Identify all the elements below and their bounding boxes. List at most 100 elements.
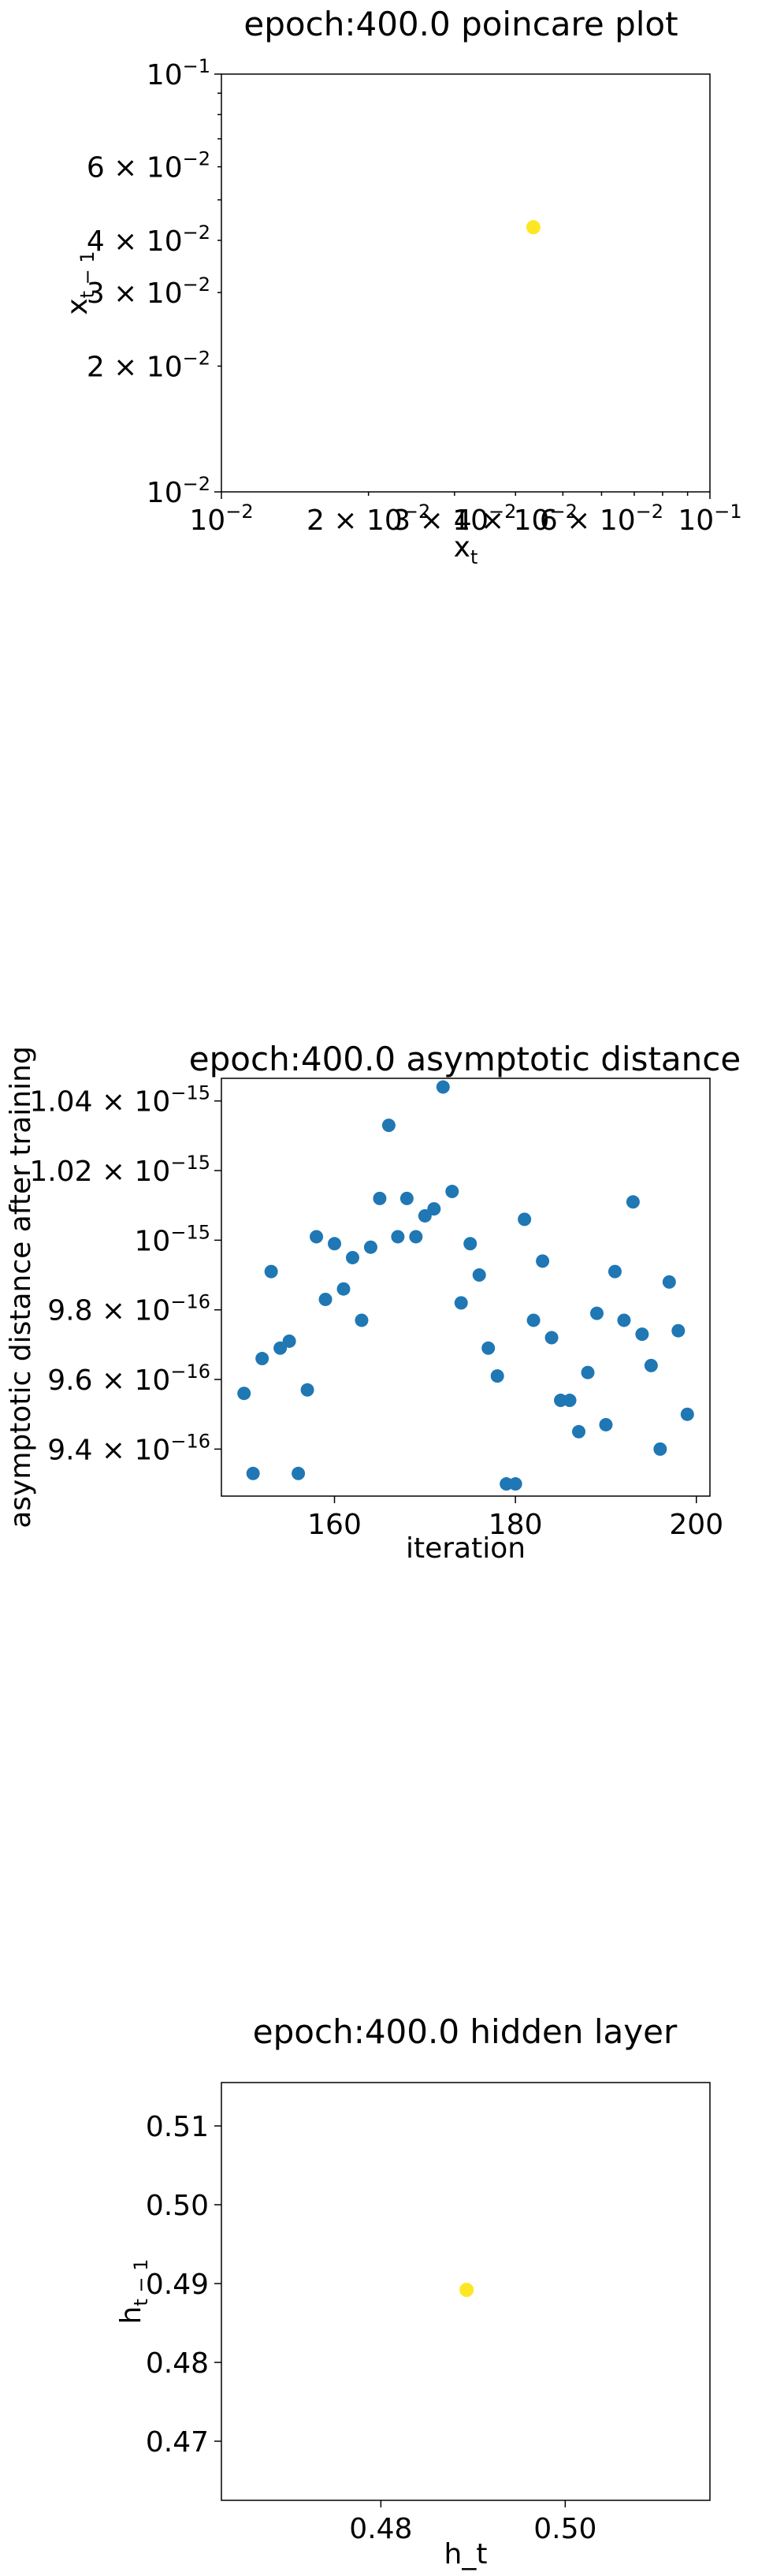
data-point [399, 1191, 414, 1205]
data-point [581, 1365, 595, 1379]
y-axis: 0.47 0.48 0.49 0.50 0.51 [146, 2111, 221, 2459]
plot-frame [221, 2082, 711, 2501]
data-point [626, 1195, 640, 1209]
data-point [391, 1230, 405, 1244]
x-tick-label: 180 [489, 1509, 543, 1541]
y-tick-label: 9.6 × 10−16 [47, 1361, 210, 1397]
data-point [671, 1323, 686, 1338]
data-point [490, 1369, 504, 1383]
x-tick-label: 4 × 10−2 [454, 501, 578, 537]
y-axis-label: asymptotic distance after training [5, 1046, 37, 1528]
data-points [237, 1080, 694, 1491]
data-point [454, 1296, 468, 1310]
data-point [445, 1185, 459, 1199]
data-point [427, 1202, 441, 1216]
data-point [680, 1407, 694, 1421]
data-point [318, 1292, 333, 1306]
chart-title: epoch:400.0 hidden layer [253, 2012, 678, 2051]
data-point [355, 1313, 369, 1327]
data-point [418, 1208, 432, 1223]
x-tick-label: 0.50 [533, 2513, 596, 2545]
y-tick-label: 10−15 [135, 1221, 210, 1257]
data-point [526, 1313, 541, 1327]
data-point [526, 220, 541, 235]
data-point [508, 1477, 522, 1491]
data-point [459, 2283, 474, 2297]
data-point [589, 1306, 604, 1320]
data-point [409, 1230, 423, 1244]
data-point [536, 1254, 550, 1268]
x-axis: 10−2 10−1 2 × 10−23 × 10−24 × 10−26 × 10−2 [189, 492, 742, 537]
plot-frame [221, 73, 711, 493]
y-axis: 10−2 2 × 10−2 3 × 10−2 4 × 10−2 6 × 10−2 10−1 [87, 55, 221, 509]
y-tick-label: 2 × 10−2 [87, 347, 210, 383]
y-tick-label: 0.49 [146, 2269, 209, 2301]
data-point [363, 1240, 377, 1254]
y-tick-label: 0.47 [146, 2426, 209, 2459]
y-axis-label: ht − 1 [115, 2259, 152, 2325]
x-tick-label: 2 × 10−2 [307, 501, 430, 537]
plot-frame [221, 1078, 711, 1497]
data-point [310, 1230, 324, 1244]
data-point [481, 1341, 496, 1355]
x-axis-label: h_t [444, 2538, 488, 2570]
x-tick-label: 0.48 [349, 2513, 412, 2545]
data-point [328, 1237, 342, 1251]
data-point [237, 1387, 251, 1401]
x-axis: 0.48 0.50 [349, 2500, 596, 2545]
data-point [635, 1327, 649, 1342]
data-point [345, 1250, 359, 1264]
data-point [544, 1331, 559, 1345]
y-axis-label: xt − 1 [61, 251, 98, 315]
data-points [459, 2283, 474, 2297]
data-point [572, 1424, 586, 1439]
x-tick-label: 3 × 10−2 [392, 501, 516, 537]
x-axis-label: iteration [406, 1532, 526, 1565]
x-tick-label: 10−2 [189, 501, 253, 537]
x-tick-label: 10−1 [678, 501, 741, 537]
data-point [282, 1334, 296, 1348]
y-axis: 9.4 × 10−16 9.6 × 10−16 9.8 × 10−16 10−15 1.… [29, 1082, 221, 1466]
data-point [653, 1442, 667, 1456]
x-axis-label: xt [454, 531, 478, 568]
data-point [644, 1358, 658, 1372]
data-point [518, 1212, 532, 1227]
data-point [300, 1383, 314, 1397]
data-point [255, 1352, 269, 1366]
poincare-plot-chart: epoch:400.0 poincare plot 10−22 × 10−23 … [61, 5, 742, 568]
data-point [373, 1191, 387, 1205]
x-tick-label: 200 [669, 1509, 723, 1541]
data-point [608, 1264, 622, 1279]
y-tick-label: 3 × 10−2 [87, 274, 210, 310]
data-point [436, 1080, 450, 1094]
data-point [273, 1341, 288, 1355]
x-tick-label: 160 [307, 1509, 362, 1541]
x-axis: 160 180 200 [307, 1496, 723, 1541]
data-point [381, 1119, 396, 1133]
y-tick-label: 1.02 × 10−15 [29, 1152, 210, 1188]
data-point [292, 1466, 306, 1480]
y-tick-label: 6 × 10−2 [87, 148, 210, 184]
y-tick-label: 10−1 [147, 55, 210, 91]
y-tick-label: 9.8 × 10−16 [47, 1291, 210, 1327]
y-tick-label: 0.51 [146, 2111, 209, 2143]
y-tick-label: 4 × 10−2 [87, 221, 210, 258]
data-point [599, 1417, 613, 1431]
x-tick-label: 6 × 10−2 [540, 501, 663, 537]
data-point [463, 1237, 477, 1251]
data-point [336, 1282, 351, 1296]
data-point [563, 1394, 577, 1408]
y-tick-label: 0.48 [146, 2347, 209, 2380]
data-point [662, 1275, 676, 1289]
data-points [526, 220, 541, 235]
data-point [617, 1313, 631, 1327]
data-point [472, 1268, 486, 1282]
y-tick-label: 0.50 [146, 2190, 209, 2222]
chart-title: epoch:400.0 poincare plot [243, 5, 678, 43]
asymptotic-distance-chart: epoch:400.0 asymptotic distance 9.4 × 10… [5, 1040, 741, 1565]
hidden-layer-chart: epoch:400.0 hidden layer 0.47 0.48 0.49 0.5… [115, 2012, 711, 2570]
data-point [264, 1264, 278, 1279]
y-tick-label: 9.4 × 10−16 [47, 1430, 210, 1466]
data-point [246, 1466, 260, 1480]
